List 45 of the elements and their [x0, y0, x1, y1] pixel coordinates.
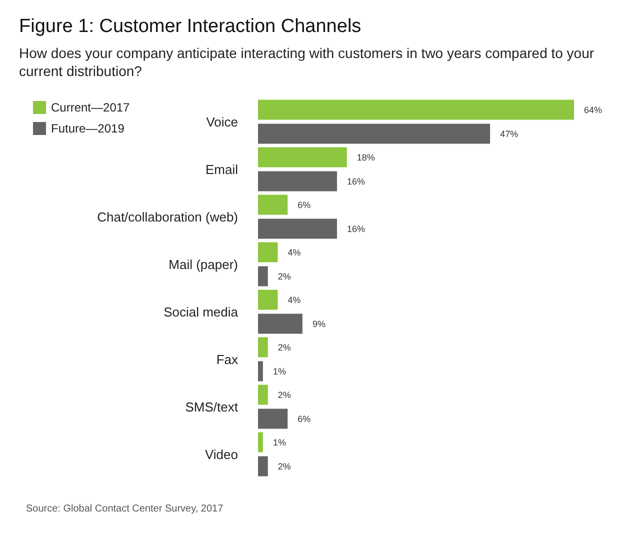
y-tick-label: Mail (paper): [168, 256, 238, 272]
y-tick-label: Email: [205, 162, 238, 177]
y-tick-label: Video: [204, 446, 238, 462]
bar: [258, 361, 263, 382]
data-label: 16%: [347, 176, 366, 186]
legend-label: Future—2019: [51, 122, 125, 136]
data-label: 6%: [298, 414, 311, 424]
bar: [258, 290, 278, 310]
bar: [258, 194, 288, 215]
y-tick-label: SMS/text: [185, 399, 238, 414]
data-label: 47%: [500, 128, 518, 139]
y-tick-label: Chat/collaboration (web): [97, 209, 238, 224]
source-note: Source: Global Contact Center Survey, 2017: [26, 504, 224, 514]
bar: [258, 337, 268, 358]
data-label: 4%: [288, 247, 301, 258]
bar: [258, 432, 263, 452]
chart-subtitle: How does your company anticipate interacting with customers in two years compared to your current distribution?: [19, 45, 598, 79]
bar: [258, 266, 268, 286]
bar: [258, 242, 278, 262]
legend-label: Current—2017: [51, 100, 130, 114]
bar: [258, 100, 574, 120]
y-tick-label: Social media: [164, 304, 239, 320]
bar: [258, 124, 490, 144]
bar: [258, 314, 302, 334]
data-label: 2%: [278, 461, 291, 472]
y-tick-label: Fax: [216, 352, 238, 367]
data-label: 2%: [278, 390, 291, 400]
bar: [258, 218, 337, 239]
data-label: 1%: [272, 366, 286, 376]
data-label: 18%: [356, 152, 375, 162]
bar: [258, 408, 288, 429]
data-label: 1%: [272, 437, 286, 448]
chart-title: Figure 1: Customer Interaction Channels: [19, 16, 362, 37]
data-label: 64%: [584, 104, 602, 115]
data-label: 4%: [288, 294, 301, 305]
data-label: 2%: [278, 342, 291, 352]
bar: [258, 456, 268, 476]
y-tick-label: Voice: [206, 114, 238, 130]
data-label: 2%: [278, 271, 291, 282]
bar: [258, 171, 337, 192]
bar: [258, 147, 347, 168]
data-label: 9%: [312, 318, 326, 329]
data-label: 6%: [298, 200, 311, 210]
bar: [258, 384, 268, 405]
data-label: 16%: [347, 224, 366, 234]
